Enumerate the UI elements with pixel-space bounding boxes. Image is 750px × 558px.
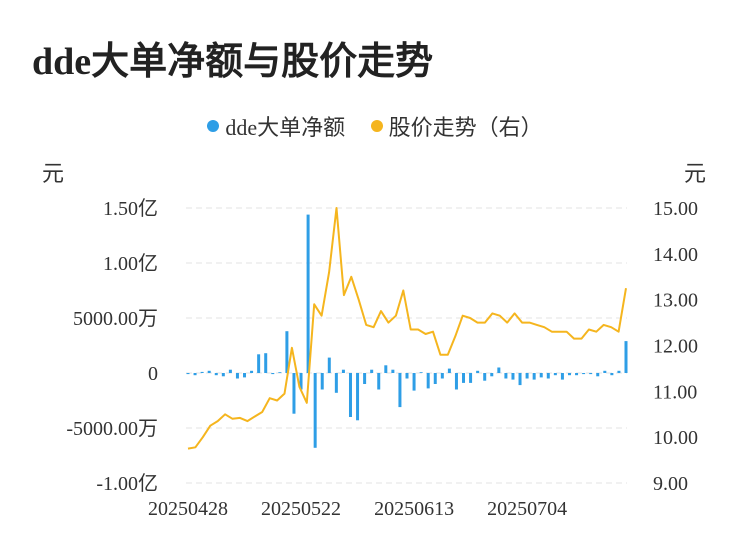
dde-bar — [221, 373, 225, 377]
y-left-tick-label: 1.00亿 — [103, 252, 158, 275]
dde-bar — [243, 373, 247, 378]
dde-bar — [348, 373, 352, 417]
y-right-tick-label: 14.00 — [653, 244, 698, 266]
dde-bar — [228, 369, 232, 373]
dde-bar — [214, 373, 218, 376]
dde-bar — [264, 353, 268, 373]
dde-bar — [440, 373, 444, 379]
dde-bar — [617, 370, 621, 373]
dde-bar — [469, 373, 473, 383]
legend: dde大单净额 股价走势（右） — [0, 110, 750, 142]
dde-bar — [299, 373, 303, 390]
dde-bar — [553, 373, 557, 376]
y-left-tick-label: -5000.00万 — [66, 418, 158, 440]
dde-bar — [518, 373, 522, 386]
dde-bar — [567, 373, 571, 376]
x-tick-label: 20250522 — [261, 498, 341, 520]
dde-bar — [560, 373, 564, 380]
dde-bar — [306, 214, 310, 373]
dde-bar — [250, 370, 254, 373]
dde-bar — [398, 373, 402, 408]
legend-label-price: 股价走势（右） — [388, 115, 543, 140]
dde-bar — [391, 369, 395, 373]
y-left-tick-label: 5000.00万 — [73, 308, 158, 330]
y-left-tick-label: 1.50亿 — [103, 197, 158, 220]
dde-bar — [285, 331, 289, 373]
dde-bar — [356, 373, 360, 421]
dde-bar — [610, 373, 614, 376]
dde-bar — [271, 373, 275, 375]
dde-bar — [200, 371, 204, 373]
dde-bar — [384, 365, 388, 373]
dde-bar — [462, 373, 466, 383]
legend-dot-dde — [207, 120, 220, 132]
dde-bar — [532, 373, 536, 380]
dde-bar — [320, 373, 324, 390]
dde-bar — [603, 370, 607, 373]
dde-bar — [377, 373, 381, 390]
dde-bar — [193, 373, 197, 376]
legend-label-dde: dde大单净额 — [225, 115, 346, 140]
dde-bar — [292, 373, 296, 414]
y-right-tick-label: 15.00 — [653, 198, 698, 220]
dde-bar — [624, 341, 628, 373]
dde-bar — [186, 373, 190, 375]
dde-bar — [327, 357, 331, 373]
dde-bar — [363, 373, 367, 384]
dde-bar — [582, 373, 586, 375]
x-tick-label: 20250704 — [487, 498, 567, 520]
x-tick-label: 20250613 — [374, 498, 454, 520]
dde-bar — [596, 373, 600, 377]
dde-bar — [313, 373, 317, 448]
dde-bar — [433, 373, 437, 384]
dde-bar — [341, 369, 345, 373]
y-right-tick-label: 13.00 — [653, 290, 698, 312]
dde-bar — [426, 373, 430, 389]
y-right-tick-label: 9.00 — [653, 473, 688, 495]
right-axis-unit: 元 — [684, 161, 707, 186]
left-axis-unit: 元 — [42, 161, 65, 186]
dde-bar — [278, 372, 282, 373]
dde-bar — [546, 373, 550, 379]
dde-bar — [504, 373, 508, 379]
dde-bar — [257, 354, 261, 373]
dde-bar — [447, 368, 451, 373]
y-left-tick-label: -1.00亿 — [96, 472, 158, 495]
y-right-tick-label: 11.00 — [653, 381, 697, 403]
legend-item-price[interactable]: 股价走势（右） — [370, 110, 543, 142]
dde-bar — [589, 373, 593, 375]
dde-bar — [235, 373, 239, 379]
dde-bar — [207, 370, 211, 373]
legend-item-dde[interactable]: dde大单净额 — [207, 110, 345, 142]
y-right-tick-label: 10.00 — [653, 427, 698, 449]
price-line — [187, 207, 627, 450]
dde-bar — [419, 372, 423, 373]
dde-bar — [483, 373, 487, 381]
dde-bar — [370, 369, 374, 373]
y-right-tick-label: 12.00 — [653, 336, 698, 358]
dde-bar — [525, 373, 529, 379]
y-left-tick-label: 0 — [148, 363, 158, 385]
dde-bar — [405, 373, 409, 379]
dde-bar — [497, 367, 501, 373]
legend-dot-price — [370, 120, 383, 132]
chart-title: dde大单净额与股价走势 — [32, 41, 434, 83]
dde-bar — [490, 373, 494, 377]
dde-bar — [334, 373, 338, 393]
x-tick-label: 20250428 — [148, 498, 228, 520]
dde-bar — [511, 373, 515, 380]
dde-bar — [539, 373, 543, 378]
dde-bar — [454, 373, 458, 390]
dde-bar — [476, 370, 480, 373]
dde-bar — [412, 373, 416, 391]
dde-bar — [575, 373, 579, 376]
